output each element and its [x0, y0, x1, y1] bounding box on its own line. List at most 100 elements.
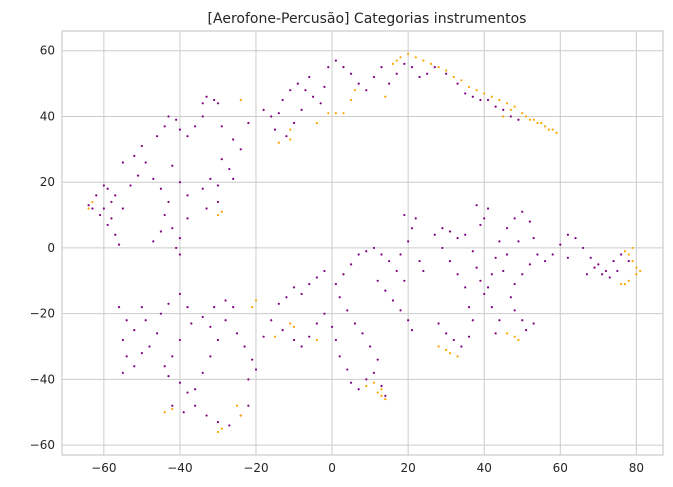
data-point: [372, 75, 376, 79]
y-tick-label: 0: [47, 241, 55, 255]
data-point: [167, 302, 170, 305]
x-tick-label: 0: [328, 461, 336, 475]
data-point: [498, 240, 501, 243]
data-point: [631, 259, 634, 263]
data-point: [357, 82, 360, 85]
data-point: [224, 299, 227, 302]
data-point: [228, 424, 231, 427]
data-point: [388, 259, 391, 263]
y-tick-label: −60: [30, 438, 55, 452]
data-point: [121, 207, 124, 210]
data-point: [365, 250, 368, 253]
data-point: [251, 358, 254, 361]
data-point: [133, 154, 136, 157]
data-point: [216, 102, 220, 105]
data-point: [380, 388, 383, 391]
data-point: [292, 121, 296, 125]
data-point: [186, 305, 189, 309]
data-point: [582, 246, 585, 250]
data-point: [460, 345, 463, 348]
data-point: [277, 302, 280, 305]
data-point: [133, 365, 136, 368]
data-point: [152, 240, 155, 243]
data-point: [247, 121, 250, 125]
data-point: [296, 82, 299, 85]
data-point: [372, 246, 376, 250]
data-point: [175, 118, 178, 121]
data-point: [403, 62, 406, 65]
data-point: [243, 345, 246, 348]
data-point: [445, 348, 448, 351]
data-point: [391, 62, 395, 65]
data-point: [372, 381, 376, 384]
y-tick-label: 20: [40, 175, 55, 189]
data-point: [456, 273, 459, 276]
data-point: [448, 259, 452, 263]
data-point: [391, 299, 395, 302]
data-point: [509, 115, 512, 118]
data-point: [292, 325, 296, 328]
data-point: [357, 388, 360, 391]
data-point: [524, 329, 528, 332]
data-point: [445, 72, 448, 75]
data-point: [136, 174, 140, 177]
y-tick-label: −20: [30, 307, 55, 321]
data-point: [140, 352, 143, 355]
data-point: [114, 233, 117, 236]
data-point: [498, 98, 501, 102]
data-point: [178, 128, 182, 131]
data-point: [513, 309, 516, 312]
data-point: [513, 105, 516, 108]
data-point: [505, 332, 509, 335]
data-point: [505, 253, 509, 256]
data-point: [566, 233, 570, 236]
data-point: [524, 115, 528, 118]
data-point: [220, 427, 223, 430]
data-point: [384, 394, 387, 397]
data-point: [167, 375, 170, 378]
data-point: [315, 276, 318, 279]
data-point: [361, 332, 364, 335]
data-point: [300, 292, 303, 296]
data-point: [441, 246, 444, 250]
data-point: [513, 282, 516, 286]
data-point: [201, 187, 204, 190]
data-point: [433, 233, 436, 236]
data-point: [144, 161, 147, 164]
x-tick-label: 80: [629, 461, 644, 475]
data-point: [330, 325, 334, 328]
data-point: [410, 227, 414, 230]
data-point: [460, 79, 463, 82]
data-point: [220, 158, 223, 161]
data-point: [334, 338, 337, 342]
data-point: [509, 108, 512, 111]
data-point: [235, 404, 239, 407]
data-point: [178, 292, 182, 296]
data-point: [175, 246, 178, 250]
data-point: [216, 338, 220, 342]
data-point: [380, 384, 383, 388]
data-point: [285, 296, 288, 299]
data-point: [205, 414, 208, 417]
data-point: [304, 89, 307, 92]
data-point: [407, 52, 410, 56]
data-point: [315, 121, 318, 125]
data-point: [403, 279, 406, 282]
data-point: [87, 207, 90, 210]
data-point: [300, 345, 303, 348]
data-point: [399, 56, 402, 59]
data-point: [163, 365, 166, 368]
chart-title: [Aerofone-Percusão] Categorias instrumen…: [208, 11, 527, 27]
data-point: [98, 213, 102, 217]
data-point: [486, 207, 490, 210]
data-point: [346, 309, 349, 312]
data-point: [281, 329, 284, 332]
data-point: [201, 371, 204, 374]
x-tick-label: −60: [91, 461, 116, 475]
data-point: [247, 378, 250, 381]
data-point: [517, 338, 520, 342]
data-point: [178, 338, 182, 342]
data-point: [273, 128, 277, 131]
data-point: [163, 411, 166, 414]
data-point: [418, 259, 421, 263]
